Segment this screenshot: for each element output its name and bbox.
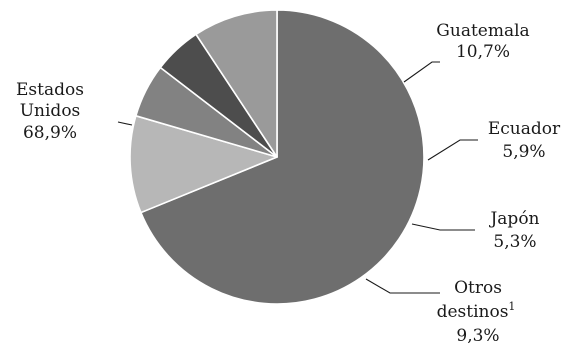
label-japon: Japón [488,209,539,229]
label-ecuador: Ecuador [488,119,561,139]
value-japon: 5,3% [493,232,536,252]
label-otros-destinos-line2: destinos1 [437,300,516,322]
value-otros-destinos: 9,3% [456,326,499,346]
label-otros-destinos-line1: Otros [454,278,502,298]
leader-guatemala [403,61,440,83]
pie-slices [129,9,425,305]
label-estados-unidos-line2: Unidos [20,101,81,121]
label-guatemala: Guatemala [436,21,529,41]
footnote-marker: 1 [508,300,515,313]
leader-otros-destinos [365,278,440,294]
pie-slice-estados-unidos [140,9,425,305]
label-estados-unidos-line1: Estados [16,80,84,100]
pie-slice-otros-destinos [195,9,278,158]
pie-slice-guatemala [129,115,278,214]
value-guatemala: 10,7% [456,42,510,62]
leader-ecuador [427,139,478,161]
label-otros-destinos-text: destinos [437,302,509,322]
leader-estados-unidos [117,121,133,126]
value-ecuador: 5,9% [502,142,545,162]
value-estados-unidos: 68,9% [23,123,77,143]
leader-japon [411,223,475,231]
